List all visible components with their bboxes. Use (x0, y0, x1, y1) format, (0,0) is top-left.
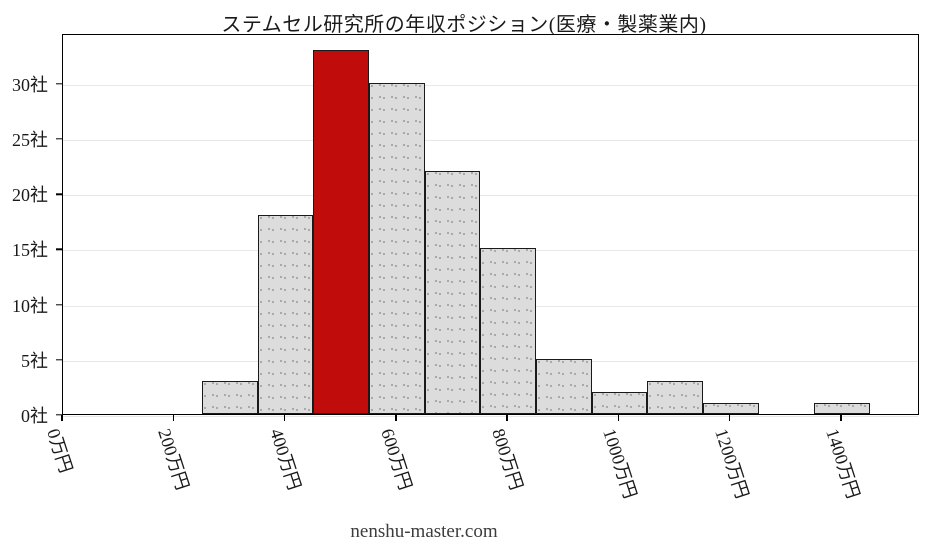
plot-area (62, 34, 919, 417)
bar-series (63, 35, 918, 414)
x-tick-mark (617, 415, 620, 421)
bar (702, 402, 759, 414)
x-tick-label: 400万円 (265, 426, 305, 493)
x-tick-mark (172, 415, 174, 421)
bar (591, 391, 648, 414)
y-tick-mark (56, 303, 62, 306)
x-tick-mark (840, 415, 842, 421)
bar (202, 380, 258, 414)
y-tick-label: 20社 (12, 185, 48, 206)
y-tick-mark (56, 82, 62, 85)
chart-title: ステムセル研究所の年収ポジション(医療・製薬業内) (221, 14, 707, 36)
bar (647, 380, 703, 414)
bar (424, 171, 481, 414)
x-tick-mark (283, 415, 286, 421)
x-tick-mark (61, 415, 63, 421)
x-tick-label: 1400万円 (822, 426, 864, 501)
y-tick-label: 25社 (12, 129, 48, 150)
y-tick-mark (56, 359, 62, 361)
bar (536, 358, 592, 414)
bar (480, 248, 536, 414)
y-tick-mark (56, 414, 62, 416)
bar (814, 402, 870, 414)
x-tick-mark (729, 415, 731, 421)
x-tick-mark (395, 415, 397, 421)
y-tick-mark (56, 248, 62, 251)
x-tick-label: 1200万円 (710, 426, 753, 501)
y-tick-mark (56, 138, 62, 140)
x-axis: 0万円 200万円 400万円 600万円 800万円 1000万円 1200万円 1400万… (0, 415, 928, 525)
x-tick-label: 1000万円 (599, 426, 641, 501)
x-tick-label: 800万円 (488, 426, 527, 493)
y-tick-mark (56, 193, 62, 195)
x-tick-label: 0万円 (43, 426, 77, 476)
watermark: nenshu-master.com (350, 521, 498, 542)
bar (257, 215, 314, 414)
y-tick-label: 5社 (21, 350, 48, 371)
y-tick-label: 0社 (21, 406, 48, 426)
y-tick-label: 10社 (12, 295, 48, 316)
x-tick-label: 600万円 (377, 426, 416, 493)
bar (369, 82, 425, 414)
bar-highlighted (313, 49, 370, 414)
y-axis: 0社 5社 10社 15社 20社 25社 30社 (0, 34, 62, 426)
x-tick-label: 200万円 (154, 426, 193, 493)
y-tick-label: 15社 (12, 240, 48, 261)
y-tick-label: 30社 (12, 74, 48, 95)
x-tick-mark (506, 415, 508, 421)
